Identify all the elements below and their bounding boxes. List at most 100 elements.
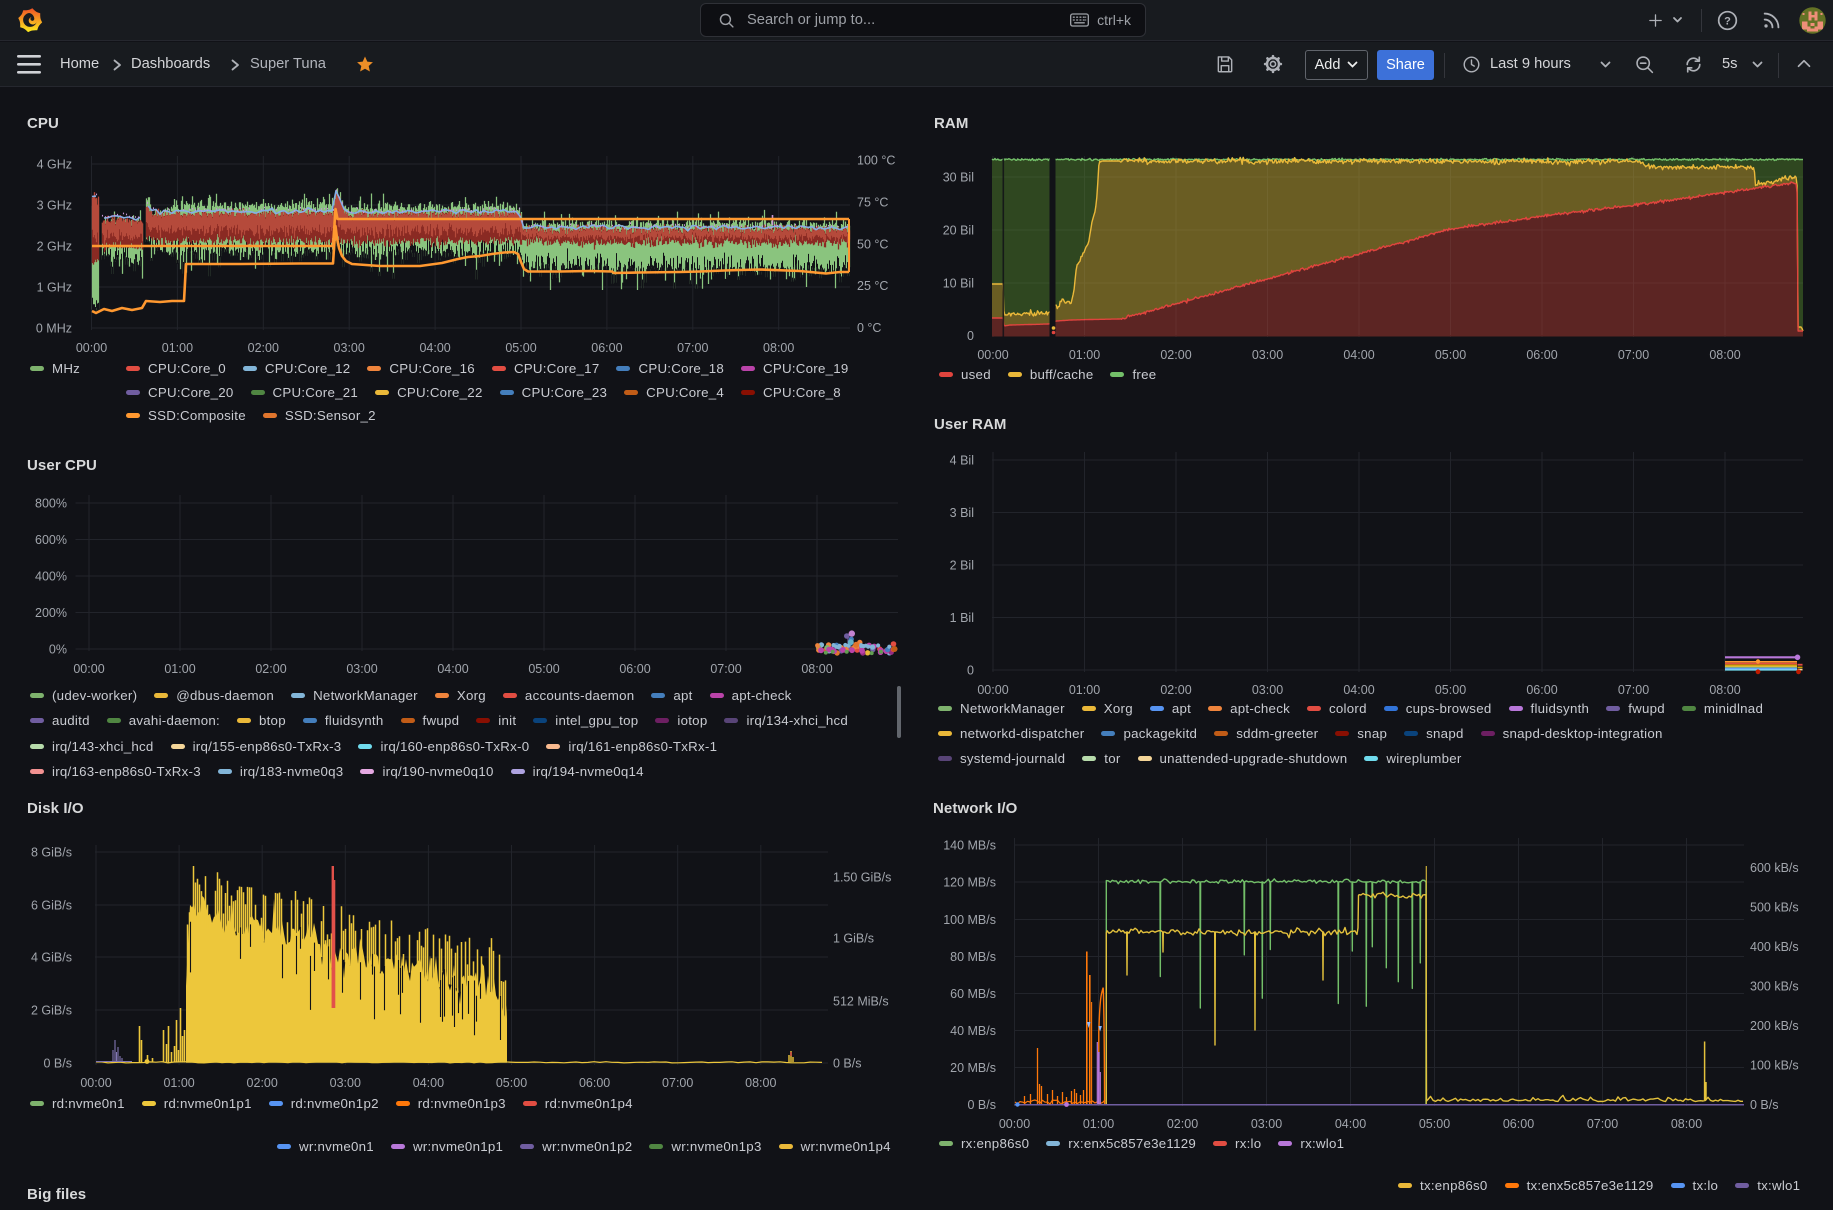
svg-text:800%: 800% <box>35 497 67 511</box>
svg-text:05:00: 05:00 <box>1419 1117 1450 1131</box>
svg-text:03:00: 03:00 <box>1252 348 1283 362</box>
svg-text:20 MB/s: 20 MB/s <box>950 1061 996 1075</box>
svg-text:01:00: 01:00 <box>1069 683 1100 697</box>
svg-text:4 GHz: 4 GHz <box>37 158 72 172</box>
svg-text:00:00: 00:00 <box>977 348 1008 362</box>
svg-text:03:00: 03:00 <box>330 1076 361 1090</box>
svg-text:02:00: 02:00 <box>255 662 286 676</box>
svg-text:400%: 400% <box>35 570 67 584</box>
svg-text:03:00: 03:00 <box>346 662 377 676</box>
svg-text:00:00: 00:00 <box>73 662 104 676</box>
svg-text:06:00: 06:00 <box>619 662 650 676</box>
svg-text:0: 0 <box>967 664 974 678</box>
svg-text:4 GiB/s: 4 GiB/s <box>31 951 72 965</box>
svg-text:1 GiB/s: 1 GiB/s <box>833 932 874 946</box>
svg-text:3 GHz: 3 GHz <box>37 199 72 213</box>
svg-text:08:00: 08:00 <box>801 662 832 676</box>
svg-text:75 °C: 75 °C <box>857 195 888 209</box>
svg-text:02:00: 02:00 <box>247 1076 278 1090</box>
svg-text:10 Bil: 10 Bil <box>943 277 974 291</box>
svg-text:20 Bil: 20 Bil <box>943 224 974 238</box>
svg-text:08:00: 08:00 <box>745 1076 776 1090</box>
svg-text:06:00: 06:00 <box>1526 348 1557 362</box>
svg-text:03:00: 03:00 <box>1251 1117 1282 1131</box>
svg-text:07:00: 07:00 <box>1618 683 1649 697</box>
svg-text:01:00: 01:00 <box>162 341 193 355</box>
svg-text:600%: 600% <box>35 533 67 547</box>
svg-text:300 kB/s: 300 kB/s <box>1750 980 1799 994</box>
svg-text:04:00: 04:00 <box>419 341 450 355</box>
svg-text:400 kB/s: 400 kB/s <box>1750 940 1799 954</box>
svg-text:0 °C: 0 °C <box>857 321 881 335</box>
svg-text:?: ? <box>1724 16 1731 28</box>
svg-text:100 kB/s: 100 kB/s <box>1750 1059 1799 1073</box>
svg-text:05:00: 05:00 <box>528 662 559 676</box>
svg-text:04:00: 04:00 <box>437 662 468 676</box>
svg-text:08:00: 08:00 <box>1709 683 1740 697</box>
svg-text:07:00: 07:00 <box>677 341 708 355</box>
svg-text:500 kB/s: 500 kB/s <box>1750 901 1799 915</box>
svg-text:01:00: 01:00 <box>1069 348 1100 362</box>
svg-text:08:00: 08:00 <box>1709 348 1740 362</box>
svg-text:6 GiB/s: 6 GiB/s <box>31 899 72 913</box>
svg-text:140 MB/s: 140 MB/s <box>943 839 996 853</box>
svg-text:04:00: 04:00 <box>413 1076 444 1090</box>
svg-text:07:00: 07:00 <box>662 1076 693 1090</box>
svg-text:03:00: 03:00 <box>1252 683 1283 697</box>
svg-text:04:00: 04:00 <box>1343 348 1374 362</box>
svg-text:50 °C: 50 °C <box>857 237 888 251</box>
svg-text:0 B/s: 0 B/s <box>44 1057 73 1071</box>
svg-text:200 kB/s: 200 kB/s <box>1750 1019 1799 1033</box>
svg-text:02:00: 02:00 <box>1160 683 1191 697</box>
svg-text:1.50 GiB/s: 1.50 GiB/s <box>833 871 891 885</box>
svg-text:00:00: 00:00 <box>977 683 1008 697</box>
svg-text:0: 0 <box>967 329 974 343</box>
svg-text:512 MiB/s: 512 MiB/s <box>833 995 889 1009</box>
svg-text:60 MB/s: 60 MB/s <box>950 987 996 1001</box>
svg-text:07:00: 07:00 <box>1618 348 1649 362</box>
svg-text:02:00: 02:00 <box>248 341 279 355</box>
svg-text:08:00: 08:00 <box>1671 1117 1702 1131</box>
svg-text:06:00: 06:00 <box>579 1076 610 1090</box>
svg-text:120 MB/s: 120 MB/s <box>943 876 996 890</box>
svg-text:0%: 0% <box>49 643 67 657</box>
svg-text:04:00: 04:00 <box>1343 683 1374 697</box>
svg-text:04:00: 04:00 <box>1335 1117 1366 1131</box>
svg-text:02:00: 02:00 <box>1160 348 1191 362</box>
svg-text:0 B/s: 0 B/s <box>968 1098 997 1112</box>
svg-text:00:00: 00:00 <box>76 341 107 355</box>
svg-text:05:00: 05:00 <box>1435 683 1466 697</box>
svg-text:2 GiB/s: 2 GiB/s <box>31 1004 72 1018</box>
svg-text:100 MB/s: 100 MB/s <box>943 913 996 927</box>
svg-text:0 MHz: 0 MHz <box>36 322 72 336</box>
svg-text:25 °C: 25 °C <box>857 279 888 293</box>
svg-text:00:00: 00:00 <box>80 1076 111 1090</box>
svg-text:07:00: 07:00 <box>1587 1117 1618 1131</box>
svg-text:0 B/s: 0 B/s <box>1750 1098 1779 1112</box>
svg-text:4 Bil: 4 Bil <box>950 454 974 468</box>
svg-text:30 Bil: 30 Bil <box>943 171 974 185</box>
svg-text:1 GHz: 1 GHz <box>37 281 72 295</box>
svg-text:2 Bil: 2 Bil <box>950 559 974 573</box>
svg-text:06:00: 06:00 <box>1526 683 1557 697</box>
svg-text:00:00: 00:00 <box>999 1117 1030 1131</box>
svg-text:01:00: 01:00 <box>1083 1117 1114 1131</box>
svg-text:100 °C: 100 °C <box>857 154 895 168</box>
svg-text:80 MB/s: 80 MB/s <box>950 950 996 964</box>
svg-text:40 MB/s: 40 MB/s <box>950 1024 996 1038</box>
svg-text:600 kB/s: 600 kB/s <box>1750 861 1799 875</box>
svg-text:03:00: 03:00 <box>334 341 365 355</box>
svg-text:2 GHz: 2 GHz <box>37 240 72 254</box>
svg-text:01:00: 01:00 <box>163 1076 194 1090</box>
svg-text:05:00: 05:00 <box>496 1076 527 1090</box>
svg-text:01:00: 01:00 <box>164 662 195 676</box>
svg-text:200%: 200% <box>35 606 67 620</box>
svg-text:05:00: 05:00 <box>505 341 536 355</box>
svg-text:3 Bil: 3 Bil <box>950 506 974 520</box>
svg-text:07:00: 07:00 <box>710 662 741 676</box>
svg-text:05:00: 05:00 <box>1435 348 1466 362</box>
svg-text:06:00: 06:00 <box>1503 1117 1534 1131</box>
svg-text:1 Bil: 1 Bil <box>950 611 974 625</box>
svg-text:0 B/s: 0 B/s <box>833 1057 862 1071</box>
svg-text:08:00: 08:00 <box>763 341 794 355</box>
